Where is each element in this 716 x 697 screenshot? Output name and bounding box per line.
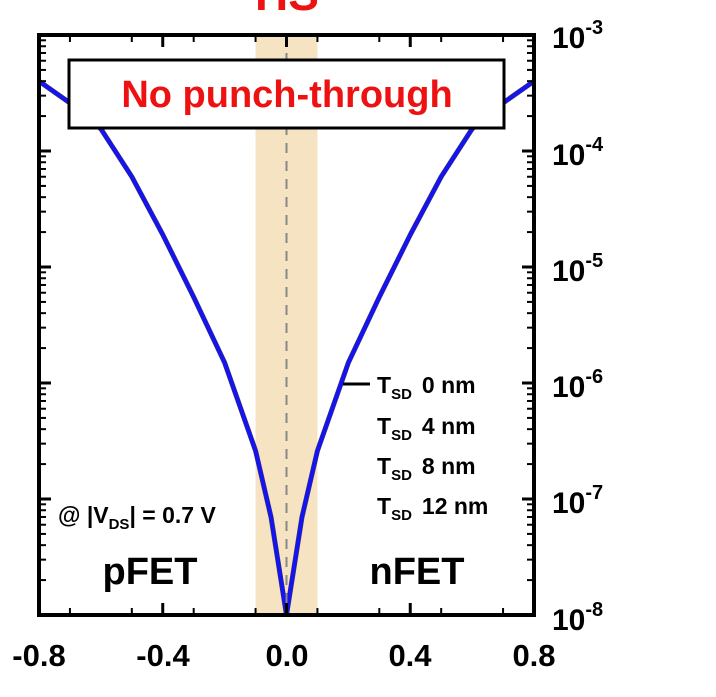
chart-title: HS <box>255 0 319 20</box>
y-tick-labels: 10-3 10-4 10-5 10-6 10-7 10-8 <box>552 17 604 637</box>
pfet-label: pFET <box>103 551 198 593</box>
y-tick-label: 10-5 <box>552 250 603 288</box>
x-tick-label: -0.4 <box>136 638 190 673</box>
legend-entry: TSD 8 nm <box>377 453 476 484</box>
legend-entry: TSD 0 nm <box>377 372 476 403</box>
series-line-3 <box>39 79 534 615</box>
bias-annotation: @ |VDS| = 0.7 V <box>58 502 216 533</box>
y-tick-label: 10-4 <box>552 134 604 172</box>
curves-layer <box>39 78 534 615</box>
x-tick-label: -0.8 <box>12 638 65 673</box>
legend-entry: TSD 12 nm <box>377 493 488 524</box>
x-tick-label: 0.0 <box>265 638 308 673</box>
y-tick-label: 10-8 <box>552 599 603 637</box>
nfet-label: nFET <box>370 551 465 593</box>
plot-frame <box>37 33 536 617</box>
legend-entry: TSD 4 nm <box>377 413 476 444</box>
x-tick-label: 0.4 <box>388 638 432 673</box>
y-tick-label: 10-3 <box>552 17 603 55</box>
legend: TSD 0 nm TSD 4 nm TSD 8 nm TSD 12 nm <box>343 372 488 524</box>
x-tick-labels: -0.8 -0.4 0.0 0.4 0.8 <box>12 638 555 673</box>
y-tick-label: 10-7 <box>552 482 603 520</box>
y-tick-label: 10-6 <box>552 366 603 404</box>
x-tick-label: 0.8 <box>512 638 555 673</box>
callout-box <box>67 58 506 130</box>
callout-no-punch-through: No punch-through <box>67 58 506 130</box>
callout-text: No punch-through <box>121 74 452 116</box>
